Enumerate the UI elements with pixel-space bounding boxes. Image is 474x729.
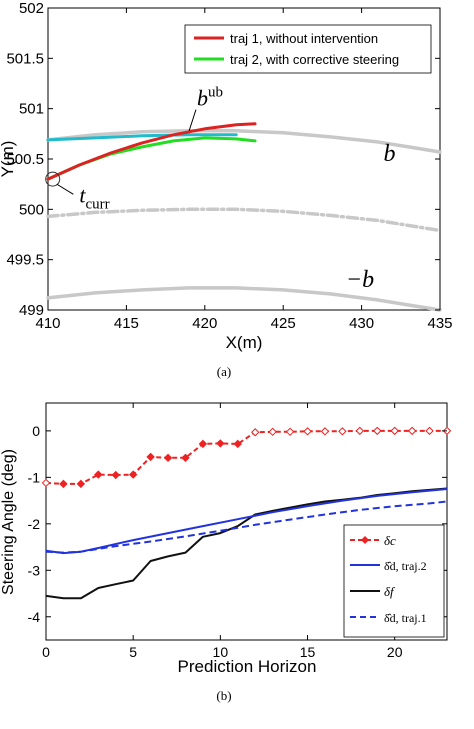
delta-c-marker [41,478,51,488]
current-time-label-base: t [79,182,86,207]
plot-a-y-tick-label: 502 [19,0,44,17]
plot-a-y-axis-label: Y(m) [0,141,17,178]
plot-b-series-group [41,426,452,600]
delta-c-marker [216,439,225,448]
delta-c-marker [407,426,417,436]
lower-road-bound-line [46,286,442,312]
legend-swatch-delta-c-marker [361,536,369,544]
legend-label-delta-d-traj2: δ̂d, traj.2 [384,559,427,573]
plot-a-x-tick-label: 425 [271,315,296,332]
plot-a-x-tick-label: 420 [192,315,217,332]
plot-a-y-tick-label: 501 [19,101,44,118]
upper-road-bound-line [46,129,442,154]
delta-c-marker [251,428,260,437]
delta-c-marker [111,470,120,480]
plot-a-y-tick-label: 500.5 [6,151,44,168]
plot-b-y-tick-label: -3 [28,562,41,578]
negative-road-bound-label: −b [346,267,374,293]
plot-a-y-tick-label: 500 [19,201,44,218]
plot-a-series-group [46,122,442,312]
panel-a-trajectory-plot: 410 415 420 425 430 435 499 499.5 500 500.5 501 50… [0,0,453,379]
plot-a-caption: (a) [217,364,231,379]
plot-a-legend: traj 1, without intervention traj 2, wit… [184,24,432,74]
delta-c-marker [59,479,68,489]
delta-c-marker [355,426,365,436]
plot-b-x-tick-label: 20 [387,644,403,660]
delta-c-marker [425,426,434,436]
delta-d-traj1-line [45,500,448,554]
upper-bound-label-sup: ub [208,85,223,101]
legend-label-delta-f: δf [384,584,396,599]
delta-c-marker [233,439,242,449]
plot-b-x-tick-label: 15 [300,644,316,660]
delta-c-marker [128,470,138,479]
plot-b-x-ticks: 0 5 10 15 20 [42,403,403,660]
delta-c-marker [373,426,382,436]
plot-a-x-tick-label: 415 [114,315,139,332]
upper-bound-leader [188,109,197,131]
upper-bound-ub-line [46,133,238,142]
current-time-label-sub: curr [85,196,109,212]
delta-c-marker [146,452,155,462]
legend-label-delta-c: δc [384,533,396,548]
plot-a-y-tick-label: 499.5 [6,252,44,269]
delta-c-marker [320,427,330,436]
plot-b-x-axis-label: Prediction Horizon [178,657,317,676]
legend-label-traj-1: traj 1, without intervention [230,31,378,46]
plot-b-caption: (b) [216,688,231,703]
road-bound-label: b [384,141,396,167]
current-position-circle [45,171,61,187]
panel-b-steering-plot: 0 5 10 15 20 -4 -3 -2 -1 0 δc δ̂d, traj.2 δf δ̂d… [0,402,452,703]
plot-b-x-tick-label: 0 [42,644,50,660]
plot-b-y-tick-label: -2 [28,516,41,532]
plot-a-x-tick-label: 410 [35,315,60,332]
plot-a-x-ticks: 410 415 420 425 430 435 [35,8,453,332]
plot-b-x-tick-label: 5 [129,644,137,660]
plot-b-y-ticks: -4 -3 -2 -1 0 [28,423,447,625]
current-position-leader [56,183,74,195]
delta-c-marker [181,453,190,463]
plot-b-legend-box [343,524,445,638]
plot-b-y-tick-label: -1 [28,469,41,485]
legend-label-traj-2: traj 2, with corrective steering [230,52,399,67]
delta-c-marker [163,453,173,463]
plot-a-legend-box [184,24,432,74]
upper-bound-label: bub [197,85,223,111]
centerline-line [46,207,442,233]
traj-1-line [46,122,257,181]
plot-a-y-tick-label: 501.5 [6,50,44,67]
plot-a-x-axis-label: X(m) [226,333,263,352]
delta-c-marker [303,427,312,436]
upper-bound-label-base: b [197,86,208,111]
plot-a-x-tick-label: 430 [349,315,374,332]
delta-c-marker [76,479,86,489]
plot-b-y-axis-label: Steering Angle (deg) [0,449,17,595]
plot-a-x-tick-label: 435 [427,315,452,332]
legend-label-delta-d-traj1: δ̂d, traj.1 [384,611,427,625]
delta-c-marker [198,439,208,449]
plot-a-y-ticks: 499 499.5 500 500.5 501 501.5 502 [6,0,440,319]
delta-c-marker [390,426,399,436]
delta-c-marker [268,427,277,437]
plot-a-y-tick-label: 499 [19,302,44,319]
plot-b-x-tick-label: 10 [213,644,229,660]
delta-c-marker [338,427,347,436]
delta-c-marker [285,427,295,437]
delta-c-marker [94,470,103,479]
plot-b-y-tick-label: -4 [28,609,41,625]
plot-b-y-tick-label: 0 [32,423,40,439]
current-time-label: tcurr [79,182,109,212]
plot-b-legend: δc δ̂d, traj.2 δf δ̂d, traj.1 [343,524,445,638]
